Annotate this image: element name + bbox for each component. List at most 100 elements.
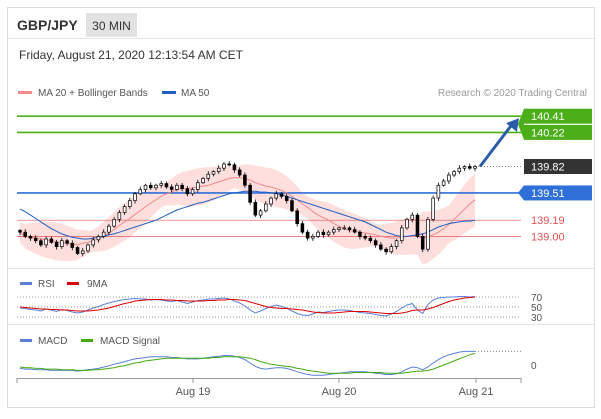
candle-body [86, 244, 90, 252]
legend-swatch-macd [20, 339, 32, 342]
macd-signal-line [19, 352, 476, 374]
candle-body [39, 240, 43, 246]
candle-body [70, 242, 75, 248]
candle-body [452, 171, 456, 176]
candle-body [143, 184, 148, 190]
candle-body [400, 227, 404, 242]
candle-body [269, 197, 273, 205]
candle-body [311, 236, 315, 239]
rsi-tick-label: 30 [531, 313, 543, 324]
candle-body [243, 174, 247, 186]
candle-body [159, 183, 163, 186]
candle-body [201, 178, 205, 184]
legend-swatch-rsi-ma [67, 282, 79, 285]
level-label-139.51: 139.51 [531, 188, 565, 200]
candle-body [300, 223, 305, 233]
rsi-tick-label: 70 [531, 293, 543, 304]
candle-body [326, 231, 331, 236]
candle-body [347, 227, 352, 230]
legend-swatch-rsi [20, 282, 32, 285]
candle-body [316, 231, 320, 237]
bollinger-band [20, 164, 475, 265]
candle-body [410, 214, 415, 220]
candle-body [305, 231, 310, 239]
candle-body [227, 163, 231, 166]
candle-body [154, 184, 158, 189]
candle-body [148, 184, 153, 189]
candle-body [180, 184, 184, 190]
candle-body [389, 246, 394, 253]
candle-body [363, 236, 367, 239]
candle-body [206, 173, 211, 179]
candle-body [117, 212, 122, 220]
candle-body [33, 237, 38, 242]
candle-body [368, 237, 373, 242]
candle-body [405, 219, 409, 229]
level-label-139.19: 139.19 [531, 215, 565, 227]
candle-body [394, 240, 399, 248]
candle-body [101, 231, 106, 237]
candle-body [431, 197, 435, 220]
legend-swatch-macd-signal [81, 339, 93, 342]
legend-label-macd: MACD [38, 336, 67, 347]
rsi-ma-line [19, 296, 476, 314]
ma20-line [19, 177, 476, 246]
candle-body [342, 227, 347, 230]
candle-body [441, 180, 446, 186]
level-label-140.22: 140.22 [531, 127, 565, 139]
label-box-139.82 [524, 159, 592, 175]
x-axis: Aug 19 Aug 20 Aug 21 [16, 378, 522, 398]
candle-body [467, 166, 472, 169]
candle-body [447, 174, 451, 182]
x-tick-label: Aug 21 [459, 386, 494, 398]
candle-body [96, 236, 101, 241]
candle-body [284, 195, 289, 201]
candle-body [128, 200, 132, 207]
candle-body [279, 193, 284, 197]
candle-body [49, 238, 54, 243]
forecast-arrow-head [506, 118, 519, 132]
candle-body [122, 206, 127, 213]
candle-body [60, 240, 64, 248]
legend-swatch-ma50 [162, 91, 176, 94]
candle-body [373, 240, 378, 246]
level-label-139.00: 139.00 [531, 231, 565, 243]
candle-body [44, 238, 48, 246]
candle-body [75, 247, 80, 254]
candle-body [107, 225, 111, 233]
candle-body [23, 231, 28, 237]
candle-body [358, 231, 362, 237]
candle-body [237, 169, 242, 176]
x-tick-label: Aug 20 [322, 386, 357, 398]
candle-body [295, 210, 299, 224]
legend-swatch-ma20 [18, 91, 32, 94]
timeframe-label: 30 MIN [92, 19, 131, 33]
legend-label-rsi: RSI [38, 279, 55, 290]
candle-body [185, 188, 190, 195]
timeframe-badge[interactable] [86, 13, 137, 37]
macd-panel: 0 [19, 350, 537, 376]
candle-body [258, 210, 263, 216]
candle-body [321, 231, 326, 236]
candle-body [248, 184, 252, 203]
pair-title: GBP/JPY [17, 17, 78, 33]
candle-body [91, 239, 95, 246]
legend-label-macd-signal: MACD Signal [100, 336, 160, 347]
candle-body [28, 236, 33, 239]
candle-body [420, 236, 425, 250]
price-panel: 140.41 140.22 139.82 139.51 139.19 139.00 [17, 108, 592, 265]
candle-body [352, 229, 357, 233]
candle-body [290, 200, 294, 212]
candle-body [426, 219, 430, 250]
candle-body [222, 163, 226, 169]
label-box-140.41 [524, 108, 592, 124]
candle-body [190, 189, 195, 195]
level-label-139.82: 139.82 [531, 162, 565, 174]
label-box-140.22 [524, 124, 592, 140]
timestamp: Friday, August 21, 2020 12:13:54 AM CET [19, 48, 244, 62]
candle-body [138, 189, 143, 195]
legend-label-ma20: MA 20 + Bollinger Bands [38, 88, 148, 99]
